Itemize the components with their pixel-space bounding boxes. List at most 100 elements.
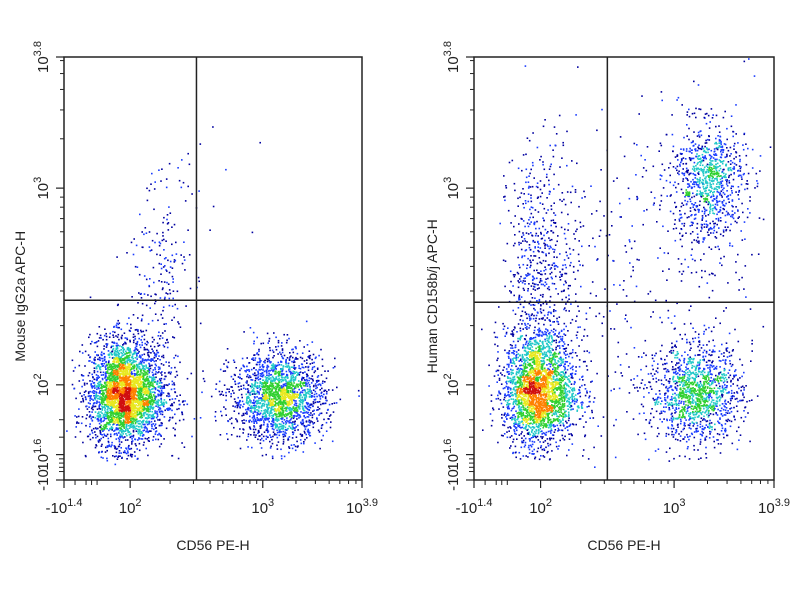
event-point <box>165 427 168 430</box>
event-point <box>134 443 137 445</box>
event-point <box>144 427 146 429</box>
event-point <box>145 329 148 332</box>
event-point <box>312 402 315 405</box>
plot-left: -101.4 102 103 103.9-10101.6102103103.8CD56… <box>12 41 378 553</box>
event-point <box>152 399 154 402</box>
event-point <box>256 416 258 419</box>
event-point <box>152 383 154 385</box>
event-point <box>256 385 259 387</box>
event-point <box>276 371 278 374</box>
event-point <box>108 400 111 403</box>
event-point <box>313 409 315 412</box>
event-point <box>109 382 111 385</box>
event-point <box>114 446 117 448</box>
event-point <box>264 395 266 397</box>
event-point <box>93 362 95 364</box>
event-point <box>270 377 272 379</box>
event-point <box>105 338 108 341</box>
event-point <box>233 392 235 394</box>
event-point <box>103 433 105 436</box>
event-point <box>144 390 147 393</box>
event-point <box>267 401 270 404</box>
event-point <box>115 424 118 426</box>
event-point <box>140 438 143 440</box>
event-point <box>279 408 282 411</box>
event-point <box>279 379 282 381</box>
event-point <box>142 367 144 369</box>
event-point <box>149 402 151 405</box>
event-point <box>293 360 295 362</box>
event-point <box>147 358 149 361</box>
event-point <box>111 395 113 398</box>
event-point <box>142 377 145 379</box>
event-point <box>297 445 299 447</box>
event-point <box>137 384 139 386</box>
event-point <box>155 438 157 441</box>
event-point <box>137 407 140 410</box>
event-point <box>262 413 264 415</box>
event-point <box>133 364 135 366</box>
event-point <box>301 378 303 380</box>
event-point <box>295 371 298 373</box>
event-point <box>95 396 97 399</box>
event-point <box>111 368 113 371</box>
event-point <box>106 411 108 414</box>
event-point <box>123 367 125 369</box>
event-point <box>280 426 283 428</box>
event-point <box>108 444 111 446</box>
event-point <box>86 382 88 385</box>
event-point <box>137 399 139 401</box>
event-point <box>132 376 135 378</box>
event-point <box>129 364 131 366</box>
event-point <box>301 398 304 401</box>
event-point <box>100 337 102 339</box>
event-point <box>171 398 174 400</box>
event-point <box>266 396 268 398</box>
event-point <box>241 400 244 403</box>
event-point <box>133 420 135 422</box>
event-point <box>116 413 119 415</box>
event-point <box>131 355 134 358</box>
event-point <box>182 400 184 402</box>
event-point <box>95 391 97 393</box>
event-point <box>148 368 150 371</box>
event-point <box>92 376 94 379</box>
event-point <box>293 376 295 379</box>
event-point <box>129 359 131 361</box>
event-point <box>92 408 94 411</box>
event-point <box>129 395 131 398</box>
event-point <box>135 386 137 388</box>
event-point <box>139 387 142 389</box>
event-point <box>281 428 283 430</box>
event-point <box>278 377 280 380</box>
event-point <box>240 404 242 406</box>
event-point <box>167 407 169 410</box>
event-point <box>122 369 125 372</box>
event-point <box>126 337 128 340</box>
event-point <box>291 398 293 400</box>
event-point <box>290 422 293 424</box>
event-point <box>265 395 267 397</box>
event-point <box>101 398 103 401</box>
event-point <box>156 389 159 392</box>
event-point <box>101 354 103 357</box>
event-point <box>132 409 135 412</box>
event-point <box>284 365 287 368</box>
event-point <box>105 384 108 387</box>
event-point <box>118 450 121 452</box>
event-point <box>116 375 119 378</box>
event-point <box>158 408 160 411</box>
event-point <box>281 401 283 403</box>
event-point <box>284 379 287 381</box>
event-point <box>156 400 158 403</box>
event-point <box>215 419 217 422</box>
event-point <box>125 342 127 345</box>
event-point <box>267 389 269 391</box>
event-point <box>148 396 151 399</box>
event-point <box>136 420 139 423</box>
event-point <box>117 319 119 322</box>
event-point <box>276 391 279 394</box>
event-point <box>232 389 234 392</box>
event-point <box>302 372 304 374</box>
event-point <box>131 356 134 359</box>
